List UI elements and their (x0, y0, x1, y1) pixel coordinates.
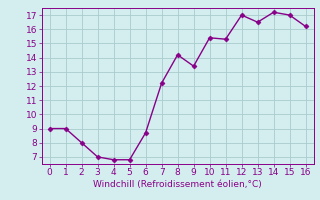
X-axis label: Windchill (Refroidissement éolien,°C): Windchill (Refroidissement éolien,°C) (93, 180, 262, 189)
